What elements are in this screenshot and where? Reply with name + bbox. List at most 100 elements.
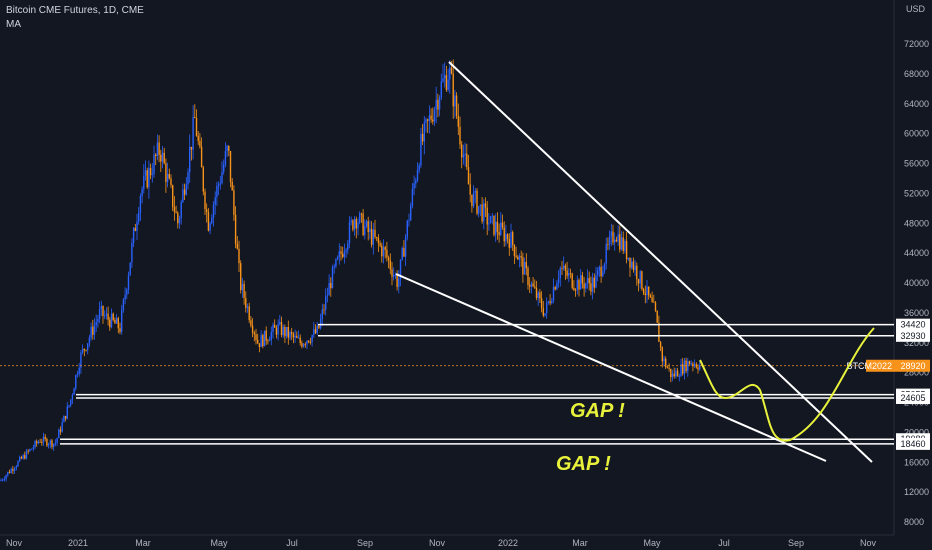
candle-body — [296, 335, 298, 338]
candle-body — [602, 271, 604, 277]
candle-body — [661, 347, 663, 362]
candle-body — [20, 457, 23, 459]
candle-body — [493, 215, 495, 235]
candle-body — [496, 221, 499, 232]
candle-body — [107, 313, 109, 320]
candle-body — [335, 259, 337, 267]
candle-body — [347, 243, 349, 250]
candle-body — [97, 318, 99, 323]
candle-body — [352, 220, 354, 230]
candle-body — [166, 173, 169, 182]
candle-body — [445, 75, 448, 90]
candle-body — [437, 99, 439, 110]
candle-body — [410, 205, 412, 221]
candle-body — [41, 442, 43, 443]
candle-body — [427, 119, 429, 121]
candle-body — [546, 302, 548, 314]
candle-body — [207, 212, 210, 231]
candle-body — [301, 343, 303, 347]
candle-body — [291, 332, 293, 335]
candle-body — [386, 249, 388, 258]
candle-body — [529, 285, 531, 287]
y-tick-label: 72000 — [904, 39, 929, 49]
candle-body — [148, 167, 150, 188]
candle-body — [641, 271, 643, 290]
candle-body — [547, 301, 550, 303]
candle-body — [66, 406, 68, 419]
candle-body — [668, 367, 670, 369]
candle-body — [673, 373, 675, 377]
candle-body — [605, 244, 607, 264]
candle-body — [153, 154, 155, 175]
candle-body — [515, 255, 517, 257]
candle-body — [693, 364, 696, 366]
candle-body — [70, 399, 72, 406]
candle-body — [506, 234, 509, 240]
x-tick-label: Sep — [357, 538, 373, 548]
candle-body — [663, 358, 665, 362]
candle-body — [217, 184, 220, 186]
candle-body — [425, 119, 427, 123]
candle-body — [537, 292, 539, 298]
candle-body — [178, 218, 181, 224]
candle-body — [620, 237, 623, 250]
candle-body — [561, 268, 563, 269]
candle-body — [294, 335, 296, 338]
candle-body — [591, 277, 594, 292]
candle-body — [631, 261, 633, 268]
candle-body — [656, 310, 658, 323]
candle-body — [76, 373, 79, 375]
candle-body — [124, 294, 126, 300]
y-tick-label: 36000 — [904, 308, 929, 318]
candle-body — [331, 267, 334, 289]
candle-body — [413, 183, 415, 189]
candle-body — [53, 443, 55, 447]
candle-body — [182, 189, 184, 202]
candle-body — [355, 219, 357, 229]
candle-body — [488, 223, 490, 225]
x-tick-label: Mar — [135, 538, 151, 548]
candle-body — [364, 226, 366, 236]
candle-body — [345, 249, 347, 252]
candle-body — [338, 251, 340, 257]
candle-body — [47, 444, 50, 446]
candle-body — [608, 236, 611, 245]
candle-body — [87, 343, 89, 351]
candle-body — [245, 298, 247, 308]
candle-body — [93, 325, 96, 335]
candle-body — [447, 79, 449, 90]
candle-body — [588, 278, 590, 284]
candle-body — [228, 146, 230, 151]
candle-body — [610, 231, 612, 237]
candle-body — [648, 286, 650, 296]
candle-body — [505, 234, 507, 242]
y-tick-label: 20000 — [904, 427, 929, 437]
candle-body — [586, 278, 589, 284]
candle-body — [190, 146, 193, 150]
y-tick-label: 68000 — [904, 69, 929, 79]
candle-body — [540, 298, 543, 309]
candle-body — [138, 212, 140, 222]
x-tick-label: Jul — [286, 538, 298, 548]
candle-body — [241, 283, 244, 291]
candle-body — [517, 256, 519, 260]
candle-body — [139, 196, 142, 213]
candle-body — [357, 222, 359, 229]
y-tick-label: 48000 — [904, 218, 929, 228]
candle-body — [508, 239, 510, 248]
candle-body — [682, 364, 684, 374]
candle-body — [200, 146, 203, 168]
candle-body — [49, 440, 51, 445]
candle-body — [396, 274, 398, 287]
candle-body — [423, 122, 425, 142]
price-level-label: 32930 — [900, 331, 925, 341]
candle-body — [183, 189, 186, 195]
candle-body — [143, 175, 145, 189]
candle-body — [251, 325, 254, 333]
candle-body — [551, 300, 553, 304]
candle-body — [121, 309, 123, 332]
candle-body — [132, 228, 135, 243]
candle-body — [95, 322, 97, 326]
candle-body — [653, 301, 655, 303]
candle-body — [85, 350, 87, 351]
